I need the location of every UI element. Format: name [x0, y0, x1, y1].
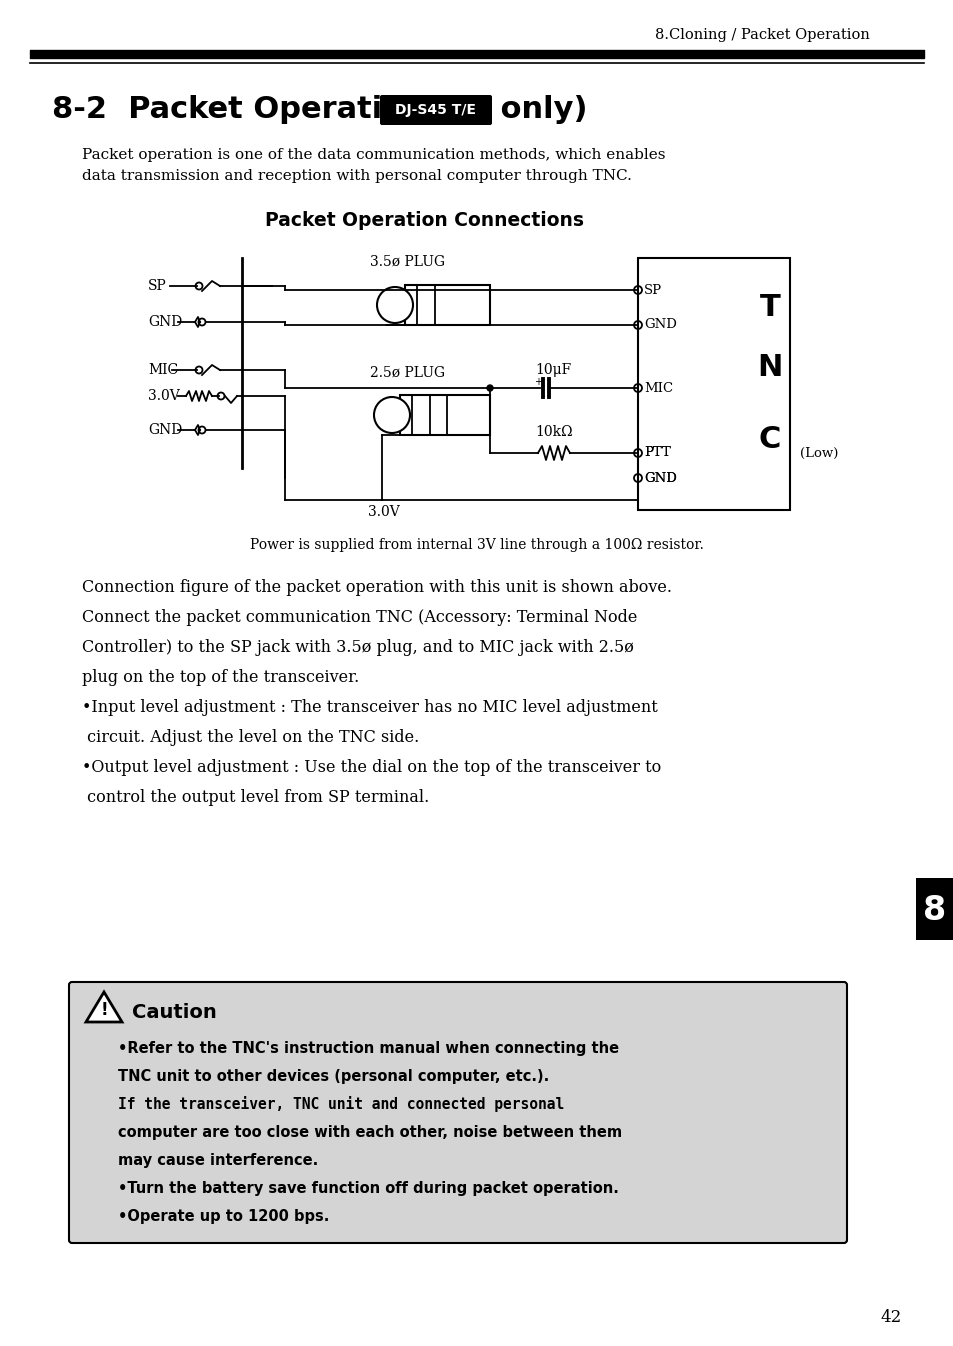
Text: GND: GND — [643, 319, 677, 331]
Text: Controller) to the SP jack with 3.5ø plug, and to MIC jack with 2.5ø: Controller) to the SP jack with 3.5ø plu… — [82, 639, 633, 657]
Text: •Turn the battery save function off during packet operation.: •Turn the battery save function off duri… — [118, 1180, 618, 1195]
Text: 3.0V: 3.0V — [368, 505, 399, 520]
Text: TNC unit to other devices (personal computer, etc.).: TNC unit to other devices (personal comp… — [118, 1069, 549, 1084]
Text: 3.0V: 3.0V — [148, 389, 179, 402]
Text: Packet Operation Connections: Packet Operation Connections — [265, 210, 583, 230]
Text: SP: SP — [148, 279, 167, 293]
Text: SP: SP — [643, 284, 661, 296]
Bar — [399, 394, 490, 435]
Text: PTT: PTT — [643, 447, 670, 459]
Text: DJ-S45 T/E: DJ-S45 T/E — [395, 104, 476, 117]
Text: GND: GND — [643, 471, 677, 485]
Text: GND: GND — [643, 471, 677, 485]
Text: (Low): (Low) — [800, 447, 838, 459]
Text: 2.5ø PLUG: 2.5ø PLUG — [370, 366, 445, 380]
Text: 3.5ø PLUG: 3.5ø PLUG — [370, 254, 445, 269]
Text: !: ! — [100, 1001, 108, 1019]
Text: PTT: PTT — [643, 447, 670, 459]
Circle shape — [486, 385, 493, 390]
Text: N: N — [757, 354, 781, 382]
Circle shape — [376, 287, 413, 323]
Text: •Output level adjustment : Use the dial on the top of the transceiver to: •Output level adjustment : Use the dial … — [82, 759, 660, 777]
Text: 8.Cloning / Packet Operation: 8.Cloning / Packet Operation — [655, 28, 869, 42]
Text: MIC: MIC — [148, 363, 178, 377]
Text: Power is supplied from internal 3V line through a 100Ω resistor.: Power is supplied from internal 3V line … — [250, 538, 703, 552]
Text: Connection figure of the packet operation with this unit is shown above.: Connection figure of the packet operatio… — [82, 580, 671, 596]
Text: data transmission and reception with personal computer through TNC.: data transmission and reception with per… — [82, 170, 631, 183]
Text: plug on the top of the transceiver.: plug on the top of the transceiver. — [82, 669, 359, 686]
Text: circuit. Adjust the level on the TNC side.: circuit. Adjust the level on the TNC sid… — [82, 730, 418, 747]
Text: 8: 8 — [923, 894, 945, 926]
Text: •Refer to the TNC's instruction manual when connecting the: •Refer to the TNC's instruction manual w… — [118, 1040, 618, 1055]
Text: If the transceiver, TNC unit and connected personal: If the transceiver, TNC unit and connect… — [118, 1096, 563, 1112]
Text: Connect the packet communication TNC (Accessory: Terminal Node: Connect the packet communication TNC (Ac… — [82, 610, 637, 626]
Text: 10μF: 10μF — [535, 363, 571, 377]
Text: computer are too close with each other, noise between them: computer are too close with each other, … — [118, 1124, 621, 1140]
Bar — [405, 285, 490, 324]
Text: •Input level adjustment : The transceiver has no MIC level adjustment: •Input level adjustment : The transceive… — [82, 700, 657, 716]
Text: Packet operation is one of the data communication methods, which enables: Packet operation is one of the data comm… — [82, 148, 665, 162]
Text: only): only) — [490, 96, 587, 124]
Text: Caution: Caution — [132, 1003, 216, 1022]
Text: GND: GND — [148, 423, 182, 437]
Text: 10kΩ: 10kΩ — [535, 425, 572, 439]
Bar — [638, 258, 789, 510]
Text: may cause interference.: may cause interference. — [118, 1152, 318, 1167]
Text: C: C — [758, 425, 781, 455]
Text: T: T — [759, 293, 780, 323]
Text: +: + — [534, 377, 541, 388]
Text: •Operate up to 1200 bps.: •Operate up to 1200 bps. — [118, 1209, 329, 1224]
Text: MIC: MIC — [643, 381, 673, 394]
FancyBboxPatch shape — [379, 96, 492, 125]
Bar — [915, 878, 953, 940]
Circle shape — [374, 397, 410, 433]
Polygon shape — [86, 992, 122, 1022]
FancyBboxPatch shape — [69, 983, 846, 1242]
Text: 8-2  Packet Operation(: 8-2 Packet Operation( — [52, 96, 438, 124]
Text: control the output level from SP terminal.: control the output level from SP termina… — [82, 790, 429, 806]
Text: GND: GND — [148, 315, 182, 328]
Text: 42: 42 — [880, 1310, 901, 1327]
